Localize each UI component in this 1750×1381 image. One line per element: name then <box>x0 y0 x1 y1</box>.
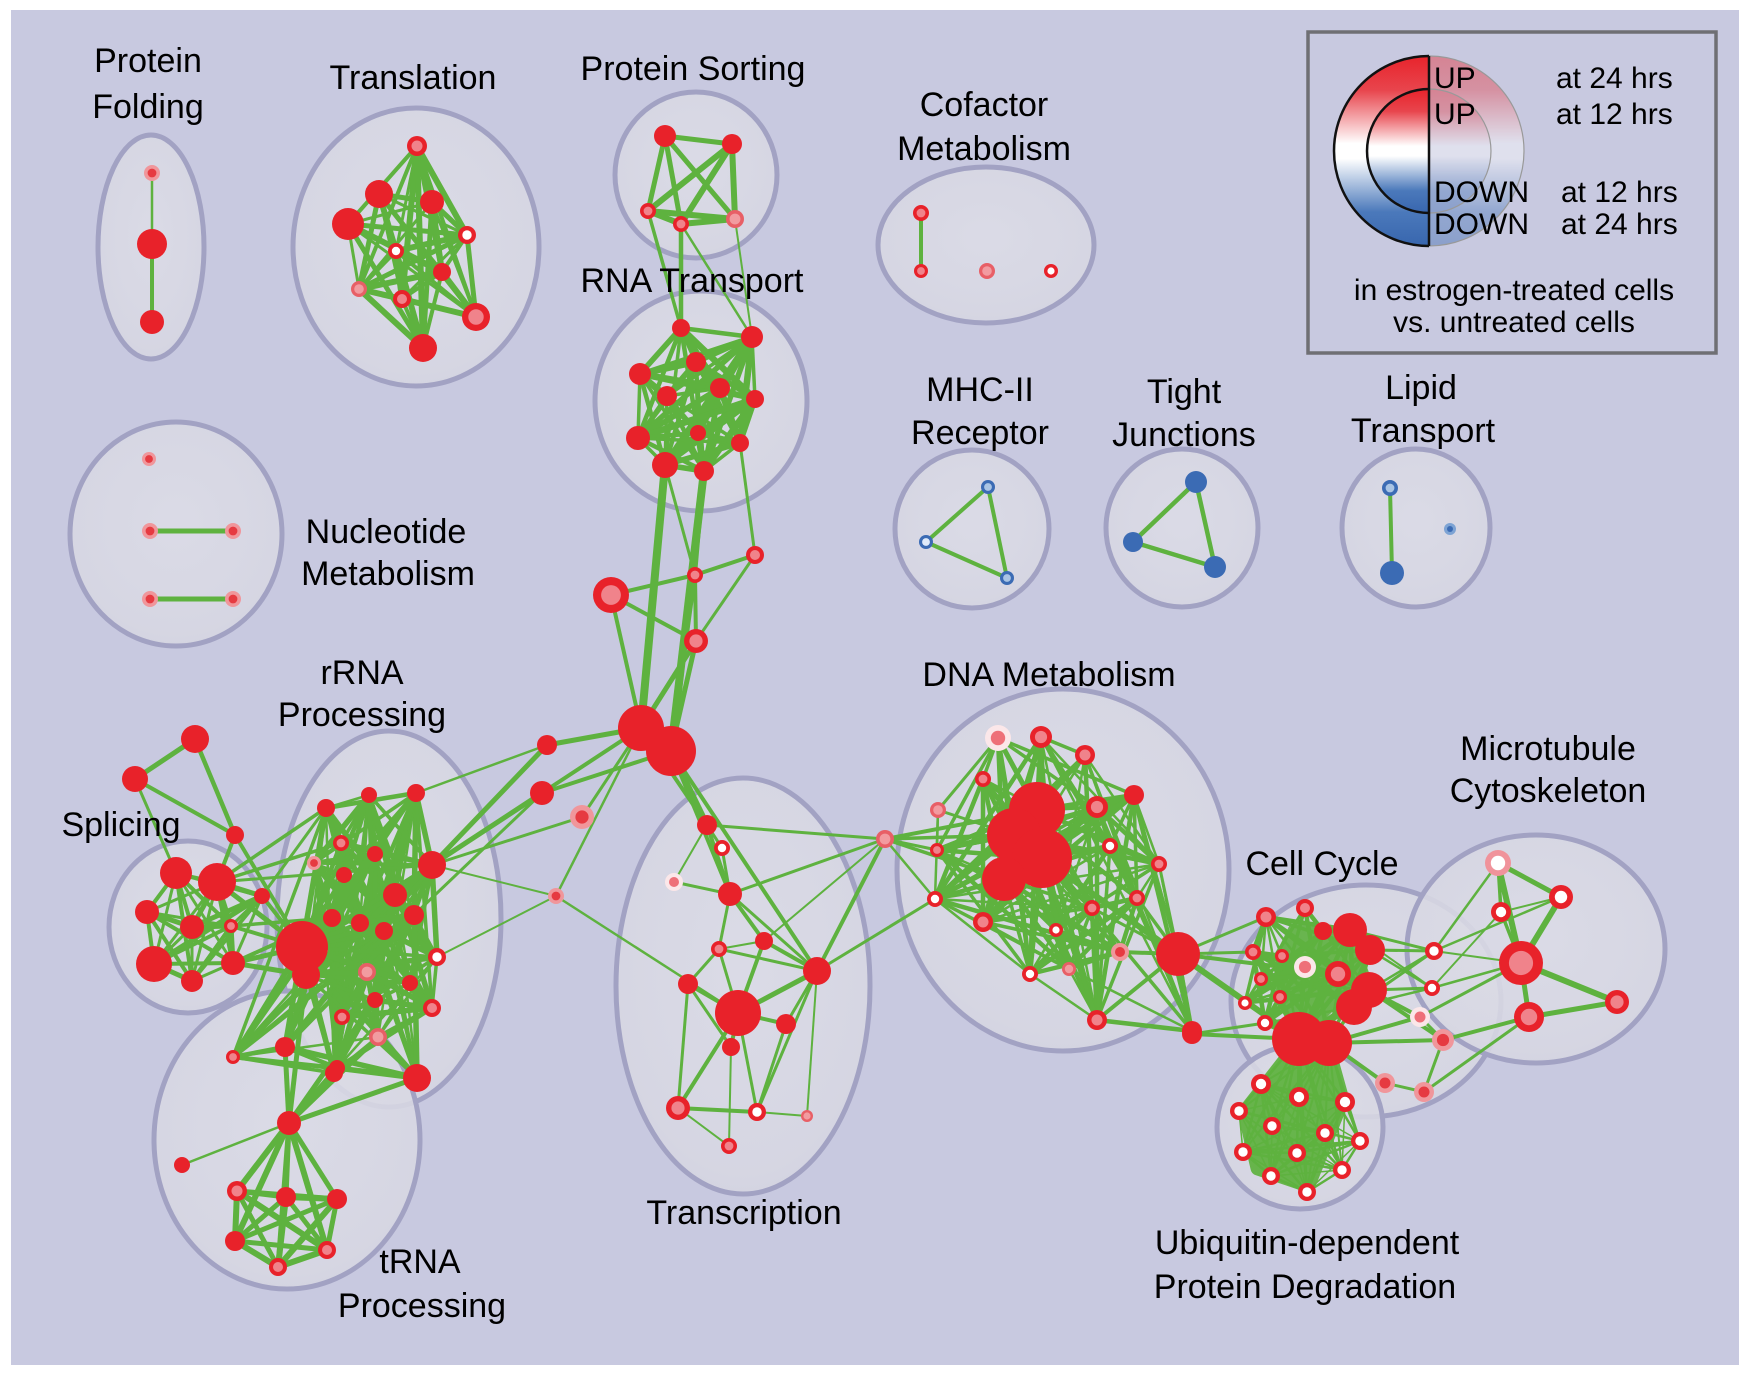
svg-text:RNA Transport: RNA Transport <box>581 262 805 300</box>
svg-text:DNA Metabolism: DNA Metabolism <box>922 656 1175 694</box>
svg-text:Ubiquitin-dependent: Ubiquitin-dependent <box>1155 1224 1460 1262</box>
svg-text:UP: UP <box>1434 98 1476 131</box>
svg-text:Cell Cycle: Cell Cycle <box>1245 845 1398 883</box>
svg-text:Transport: Transport <box>1351 412 1496 450</box>
svg-text:Cytoskeleton: Cytoskeleton <box>1450 772 1647 810</box>
svg-text:Splicing: Splicing <box>61 806 180 844</box>
svg-text:at 24 hrs: at 24 hrs <box>1561 208 1678 241</box>
svg-text:Receptor: Receptor <box>911 414 1049 452</box>
svg-text:Cofactor: Cofactor <box>920 86 1049 124</box>
svg-text:Folding: Folding <box>92 88 204 126</box>
svg-text:UP: UP <box>1434 62 1476 95</box>
svg-text:DOWN: DOWN <box>1434 208 1529 241</box>
svg-text:Metabolism: Metabolism <box>897 130 1071 168</box>
svg-text:Processing: Processing <box>338 1287 506 1325</box>
svg-text:at 24 hrs: at 24 hrs <box>1556 62 1673 95</box>
svg-text:Protein Sorting: Protein Sorting <box>581 50 806 88</box>
svg-text:Lipid: Lipid <box>1385 369 1457 407</box>
svg-text:vs. untreated cells: vs. untreated cells <box>1393 306 1635 339</box>
svg-text:MHC-II: MHC-II <box>926 371 1034 409</box>
svg-text:at 12 hrs: at 12 hrs <box>1556 98 1673 131</box>
svg-text:Protein Degradation: Protein Degradation <box>1154 1268 1456 1306</box>
svg-text:Microtubule: Microtubule <box>1460 730 1636 768</box>
svg-text:at 12 hrs: at 12 hrs <box>1561 176 1678 209</box>
svg-text:in estrogen-treated cells: in estrogen-treated cells <box>1354 274 1674 307</box>
svg-text:Metabolism: Metabolism <box>301 555 475 593</box>
svg-text:Protein: Protein <box>94 42 202 80</box>
svg-text:Tight: Tight <box>1147 373 1222 411</box>
svg-text:Translation: Translation <box>330 59 497 97</box>
svg-text:Transcription: Transcription <box>646 1194 841 1232</box>
svg-text:tRNA: tRNA <box>379 1243 461 1281</box>
svg-text:Processing: Processing <box>278 696 446 734</box>
svg-text:Nucleotide: Nucleotide <box>306 513 467 551</box>
svg-text:Junctions: Junctions <box>1112 416 1256 454</box>
svg-text:rRNA: rRNA <box>320 654 403 692</box>
svg-text:DOWN: DOWN <box>1434 176 1529 209</box>
